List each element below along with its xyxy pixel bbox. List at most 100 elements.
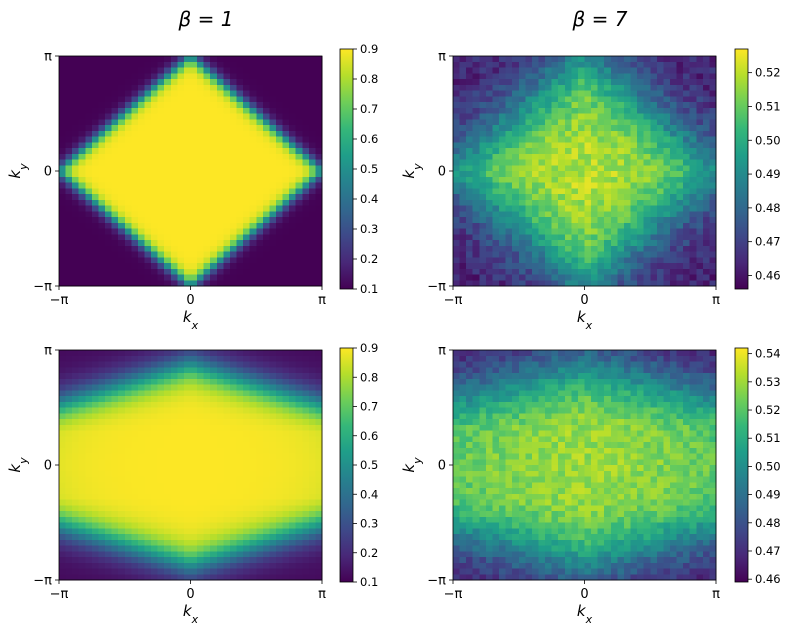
heatmap-cell bbox=[203, 182, 211, 189]
heatmap-cell bbox=[118, 511, 126, 518]
heatmap-cell bbox=[105, 470, 113, 477]
heatmap-cell bbox=[275, 205, 283, 212]
heatmap-cell bbox=[650, 176, 658, 183]
heatmap-cell bbox=[131, 378, 139, 385]
heatmap-cell bbox=[157, 436, 165, 443]
heatmap-cell bbox=[183, 378, 191, 385]
heatmap-cell bbox=[262, 390, 270, 397]
heatmap-cell bbox=[151, 350, 159, 357]
heatmap-cell bbox=[453, 102, 460, 109]
heatmap-cell bbox=[65, 56, 73, 63]
heatmap-cell bbox=[229, 67, 237, 74]
heatmap-cell bbox=[479, 234, 487, 241]
heatmap-cell bbox=[137, 545, 145, 552]
colorbar-tick-label: 0.4 bbox=[360, 192, 378, 206]
heatmap-cell bbox=[637, 119, 645, 126]
heatmap-cell bbox=[197, 84, 205, 91]
heatmap-cell bbox=[131, 436, 139, 443]
heatmap-cell bbox=[282, 499, 290, 506]
heatmap-cell bbox=[190, 165, 198, 172]
heatmap-cell bbox=[59, 545, 66, 552]
heatmap-cell bbox=[124, 188, 132, 195]
heatmap-cell bbox=[604, 125, 612, 132]
heatmap-cell bbox=[118, 251, 126, 258]
heatmap-cell bbox=[663, 280, 671, 287]
heatmap-cell bbox=[295, 136, 303, 143]
heatmap-cell bbox=[617, 240, 625, 247]
heatmap-cell bbox=[85, 534, 93, 541]
heatmap-cell bbox=[98, 268, 106, 275]
heatmap-cell bbox=[151, 396, 159, 403]
heatmap-cell bbox=[269, 274, 277, 281]
heatmap-cell bbox=[558, 274, 566, 281]
heatmap-cell bbox=[223, 73, 231, 80]
heatmap-cell bbox=[85, 240, 93, 247]
heatmap-cell bbox=[302, 130, 310, 137]
heatmap-cell bbox=[571, 125, 579, 132]
heatmap-cell bbox=[472, 350, 480, 357]
heatmap-cell bbox=[558, 90, 566, 97]
heatmap-cell bbox=[505, 171, 513, 178]
heatmap-cell bbox=[118, 436, 126, 443]
heatmap-cell bbox=[275, 199, 283, 206]
heatmap-cell bbox=[269, 430, 277, 437]
heatmap-cell bbox=[223, 125, 231, 132]
heatmap-cell bbox=[183, 274, 191, 281]
heatmap-cell bbox=[315, 142, 323, 149]
heatmap-cell bbox=[308, 130, 316, 137]
heatmap-cell bbox=[137, 153, 145, 160]
heatmap-cell bbox=[170, 136, 178, 143]
heatmap-cell bbox=[696, 263, 704, 270]
colorbar-tick-label: 0.7 bbox=[360, 400, 378, 414]
heatmap-cell bbox=[525, 56, 533, 63]
heatmap-cell bbox=[98, 557, 106, 564]
heatmap-cell bbox=[564, 217, 572, 224]
heatmap-cell bbox=[275, 280, 283, 287]
heatmap-cell bbox=[164, 396, 172, 403]
heatmap-cell bbox=[689, 90, 697, 97]
heatmap-cell bbox=[643, 153, 651, 160]
heatmap-cell bbox=[545, 350, 553, 357]
heatmap-cell bbox=[59, 188, 66, 195]
heatmap-cell bbox=[157, 401, 165, 408]
heatmap-cell bbox=[137, 539, 145, 546]
heatmap-cell bbox=[144, 280, 152, 287]
heatmap-cell bbox=[282, 396, 290, 403]
heatmap-cell bbox=[91, 188, 99, 195]
heatmap-cell bbox=[118, 79, 126, 86]
heatmap-cell bbox=[124, 511, 132, 518]
heatmap-cell bbox=[256, 222, 264, 229]
heatmap-cell bbox=[709, 211, 717, 218]
heatmap-cell bbox=[669, 251, 677, 258]
heatmap-cell bbox=[111, 384, 119, 391]
heatmap-cell bbox=[144, 199, 152, 206]
heatmap-cell bbox=[551, 240, 559, 247]
heatmap-cell bbox=[91, 222, 99, 229]
heatmap-cell bbox=[118, 361, 126, 368]
heatmap-cell bbox=[177, 413, 185, 420]
heatmap-cell bbox=[105, 217, 113, 224]
heatmap-cell bbox=[229, 511, 237, 518]
heatmap-cell bbox=[525, 245, 533, 252]
heatmap-cell bbox=[105, 557, 113, 564]
heatmap-cell bbox=[105, 234, 113, 241]
heatmap-cell bbox=[709, 280, 717, 287]
heatmap-cell bbox=[577, 251, 585, 258]
heatmap-cell bbox=[591, 79, 599, 86]
heatmap-cell bbox=[709, 102, 717, 109]
heatmap-cell bbox=[210, 79, 218, 86]
heatmap-cell bbox=[282, 194, 290, 201]
heatmap-cell bbox=[137, 142, 145, 149]
heatmap-cell bbox=[262, 361, 270, 368]
heatmap-cell bbox=[709, 176, 717, 183]
heatmap-cell bbox=[151, 205, 159, 212]
heatmap-cell bbox=[131, 194, 139, 201]
heatmap-cell bbox=[289, 257, 297, 264]
heatmap-cell bbox=[256, 453, 264, 460]
heatmap-cell bbox=[98, 199, 106, 206]
heatmap-cell bbox=[91, 350, 99, 357]
heatmap-cell bbox=[564, 182, 572, 189]
heatmap-cell bbox=[65, 171, 73, 178]
heatmap-cell bbox=[216, 505, 224, 512]
heatmap-cell bbox=[236, 465, 244, 472]
